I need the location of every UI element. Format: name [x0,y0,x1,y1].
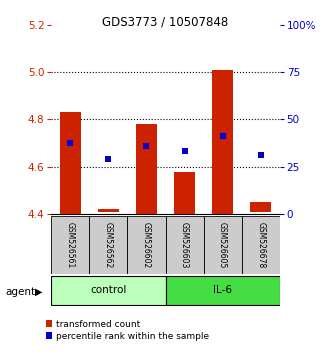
Bar [212,70,233,214]
Text: GSM526603: GSM526603 [180,222,189,268]
Point [182,149,187,154]
Text: GSM526561: GSM526561 [66,222,75,268]
Bar [136,124,157,214]
Point [144,143,149,148]
Bar [204,216,242,274]
Text: agent: agent [5,287,35,297]
Bar [51,216,89,274]
Bar [166,216,204,274]
Text: GDS3773 / 10507848: GDS3773 / 10507848 [102,16,229,29]
Text: GSM526602: GSM526602 [142,222,151,268]
Text: GSM526605: GSM526605 [218,222,227,268]
Text: IL-6: IL-6 [213,285,232,295]
Text: ▶: ▶ [35,287,42,297]
Legend: transformed count, percentile rank within the sample: transformed count, percentile rank withi… [44,318,211,343]
Bar [242,216,280,274]
Text: control: control [90,285,126,295]
Bar [89,216,127,274]
Point [68,140,73,146]
Bar [250,202,271,212]
Bar [166,276,280,304]
Point [220,133,225,139]
Bar [127,216,166,274]
Text: GSM526678: GSM526678 [256,222,265,268]
Bar [174,172,195,214]
Text: GSM526562: GSM526562 [104,222,113,268]
Bar [51,276,166,304]
Point [106,156,111,161]
Bar [60,112,81,214]
Point [258,153,263,158]
Bar [98,210,119,212]
